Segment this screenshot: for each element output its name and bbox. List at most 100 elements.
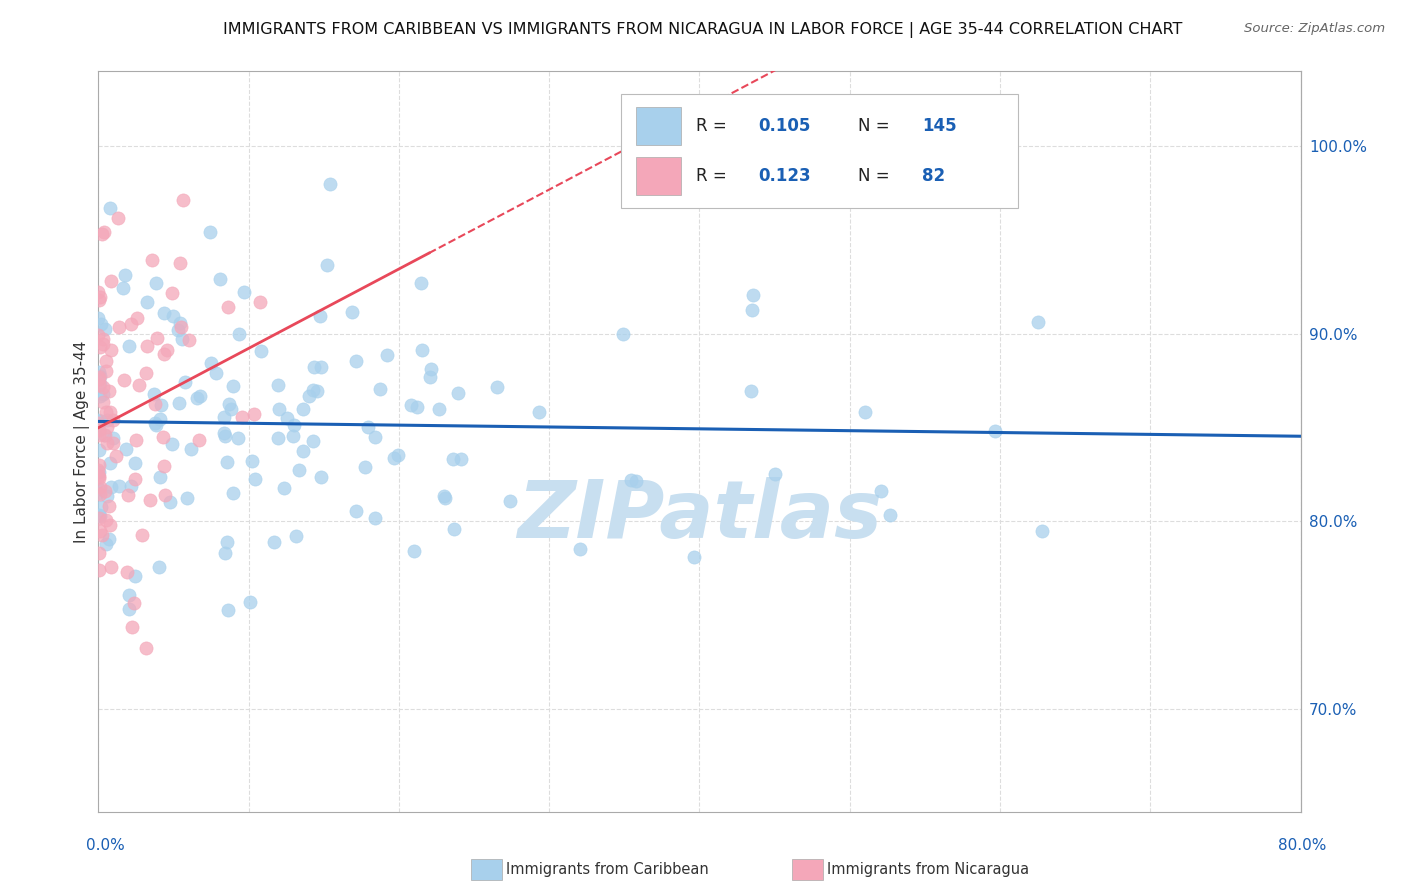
Point bbox=[118, 339, 141, 353]
Point bbox=[108, 319, 131, 334]
Point bbox=[869, 483, 891, 498]
Point bbox=[853, 405, 876, 419]
Point bbox=[188, 389, 211, 403]
Point bbox=[169, 316, 191, 330]
Point bbox=[420, 362, 443, 376]
Point bbox=[569, 541, 592, 556]
Point bbox=[172, 193, 194, 207]
Point bbox=[285, 529, 308, 543]
Point bbox=[90, 317, 112, 331]
Point bbox=[94, 513, 117, 527]
Point bbox=[186, 391, 208, 405]
Point bbox=[620, 473, 643, 487]
Point bbox=[98, 404, 121, 418]
Text: Immigrants from Caribbean: Immigrants from Caribbean bbox=[506, 863, 709, 877]
Text: Immigrants from Nicaragua: Immigrants from Nicaragua bbox=[827, 863, 1029, 877]
Point bbox=[441, 451, 464, 466]
Point bbox=[344, 504, 367, 518]
Point bbox=[143, 397, 166, 411]
Point bbox=[763, 467, 786, 481]
Point bbox=[107, 211, 129, 225]
Text: 80.0%: 80.0% bbox=[1278, 838, 1326, 853]
Point bbox=[155, 343, 177, 358]
Point bbox=[291, 402, 314, 417]
Point bbox=[984, 424, 1007, 438]
Point bbox=[152, 430, 174, 444]
Point bbox=[301, 383, 323, 397]
Point bbox=[89, 508, 111, 523]
Point bbox=[307, 384, 329, 399]
Point bbox=[419, 370, 441, 384]
Point bbox=[89, 340, 111, 354]
Text: Source: ZipAtlas.com: Source: ZipAtlas.com bbox=[1244, 22, 1385, 36]
Point bbox=[127, 311, 149, 326]
Point bbox=[145, 418, 167, 433]
Point bbox=[283, 417, 305, 432]
Point bbox=[368, 382, 391, 396]
Point bbox=[309, 360, 332, 375]
Point bbox=[91, 395, 114, 409]
Point bbox=[94, 354, 117, 368]
Point bbox=[103, 431, 125, 445]
Point bbox=[740, 384, 762, 398]
Point bbox=[90, 414, 112, 428]
Point bbox=[174, 375, 197, 389]
Point bbox=[155, 488, 177, 502]
Point bbox=[162, 309, 184, 323]
Point bbox=[124, 569, 146, 583]
Point bbox=[276, 410, 298, 425]
Point bbox=[447, 385, 470, 400]
Y-axis label: In Labor Force | Age 35-44: In Labor Force | Age 35-44 bbox=[75, 341, 90, 542]
Point bbox=[115, 442, 138, 457]
Point bbox=[215, 454, 238, 468]
Point bbox=[89, 546, 111, 560]
Point bbox=[411, 276, 433, 290]
Point bbox=[176, 491, 198, 506]
Point bbox=[87, 378, 110, 392]
Point bbox=[98, 384, 121, 399]
Point bbox=[89, 427, 111, 442]
Point bbox=[263, 535, 285, 549]
Point bbox=[96, 413, 118, 427]
Point bbox=[148, 560, 170, 574]
Point bbox=[93, 428, 115, 442]
Point bbox=[527, 405, 550, 419]
Point bbox=[1031, 524, 1053, 538]
Point bbox=[167, 323, 190, 337]
FancyBboxPatch shape bbox=[621, 94, 1018, 209]
Point bbox=[112, 373, 135, 387]
Point bbox=[143, 386, 166, 401]
Point bbox=[100, 560, 122, 574]
Point bbox=[375, 348, 398, 362]
Point bbox=[89, 480, 111, 494]
Point bbox=[302, 434, 325, 448]
Text: 0.123: 0.123 bbox=[758, 167, 811, 185]
Point bbox=[98, 518, 121, 533]
Point bbox=[100, 343, 122, 358]
Point bbox=[387, 448, 409, 462]
Point bbox=[125, 433, 148, 447]
Point bbox=[115, 565, 138, 579]
Point bbox=[104, 449, 127, 463]
Point bbox=[87, 468, 110, 483]
Point bbox=[108, 479, 131, 493]
Point bbox=[89, 368, 111, 383]
Point bbox=[187, 433, 209, 447]
Point bbox=[297, 388, 319, 402]
Point bbox=[231, 410, 253, 425]
Bar bbox=[636, 156, 682, 195]
Point bbox=[427, 401, 450, 416]
Point bbox=[117, 488, 139, 502]
Point bbox=[150, 398, 173, 412]
Point bbox=[87, 293, 110, 308]
Point bbox=[267, 378, 290, 392]
Point bbox=[485, 380, 508, 394]
Point bbox=[217, 602, 239, 616]
Point bbox=[91, 336, 114, 351]
Point bbox=[91, 528, 114, 542]
Point bbox=[169, 256, 191, 270]
Point bbox=[214, 429, 236, 443]
Point bbox=[120, 318, 142, 332]
Point bbox=[94, 405, 117, 419]
Point bbox=[136, 339, 159, 353]
